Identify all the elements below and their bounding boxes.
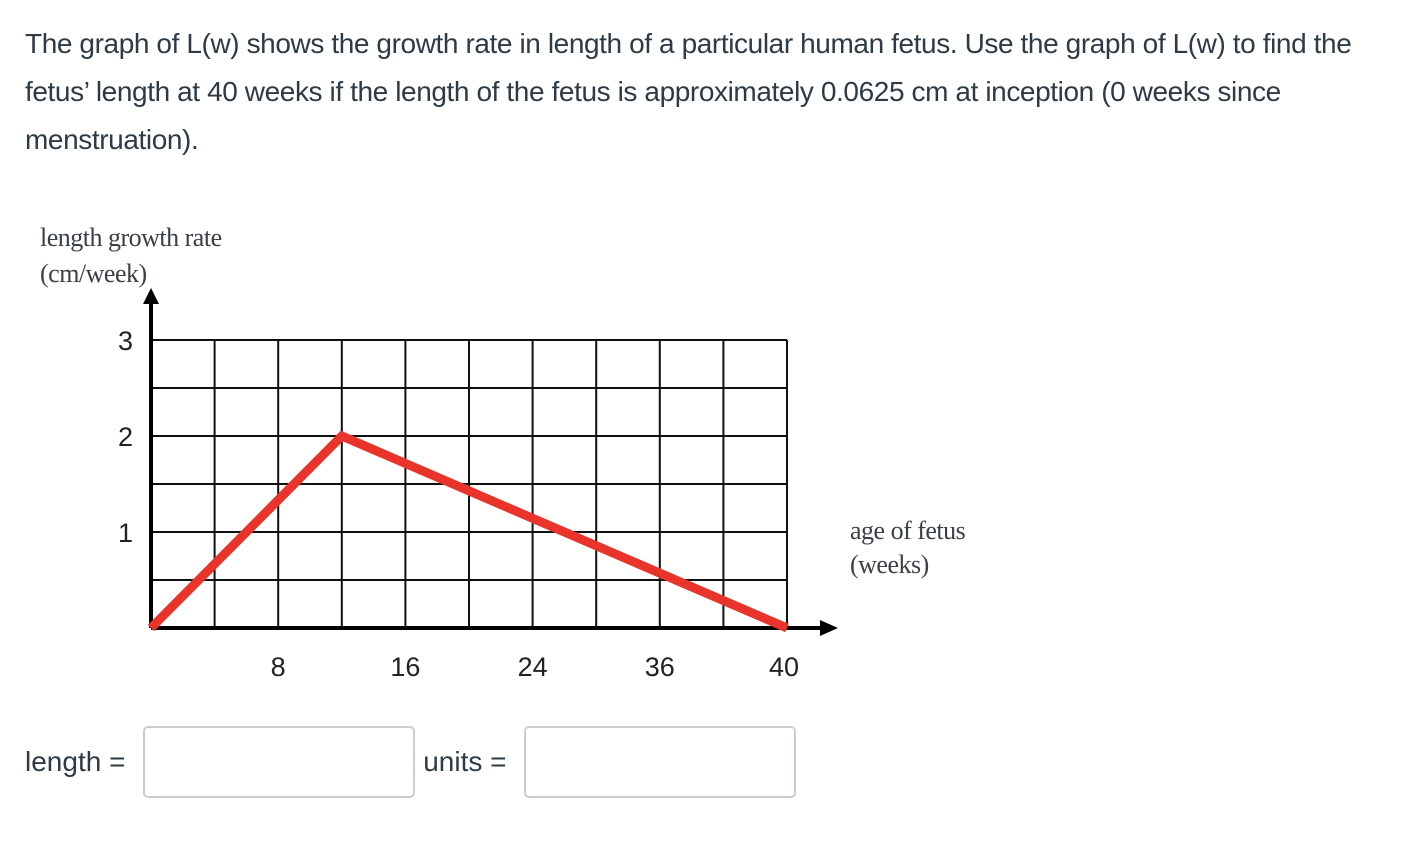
x-tick-label: 24 [518,652,548,682]
growth-rate-line [147,430,789,633]
answer-row: length = units = [25,724,804,800]
units-label: units = [423,746,515,777]
x-tick-labels: 8 16 24 36 40 [271,652,799,682]
length-label: length = [25,746,134,777]
x-tick-label: 36 [645,652,675,682]
y-axis-label-line1: length growth rate [40,223,222,252]
y-tick-label: 3 [118,326,133,356]
x-axis-arrow-icon [820,620,838,636]
x-axis-label-line1: age of fetus [850,516,966,545]
y-axis-arrow-icon [143,288,159,304]
x-axis-label-line2: (weeks) [850,550,929,579]
x-tick-label: 8 [271,652,286,682]
units-input[interactable] [524,726,797,798]
plot-area: 1 2 3 8 16 24 36 40 [118,288,838,682]
length-input[interactable] [143,726,416,798]
x-tick-label: 40 [769,652,799,682]
y-tick-labels: 1 2 3 [118,326,133,548]
y-tick-label: 1 [118,518,133,548]
y-axis-label-line2: (cm/week) [40,259,147,288]
growth-rate-chart: length growth rate (cm/week) 1 2 3 8 16 24 36… [0,200,1100,700]
y-tick-label: 2 [118,422,133,452]
x-tick-label: 16 [390,652,420,682]
x-axis-label: age of fetus (weeks) [850,514,966,582]
y-axis-label: length growth rate (cm/week) [40,220,222,292]
question-text: The graph of L(w) shows the growth rate … [25,28,1352,155]
